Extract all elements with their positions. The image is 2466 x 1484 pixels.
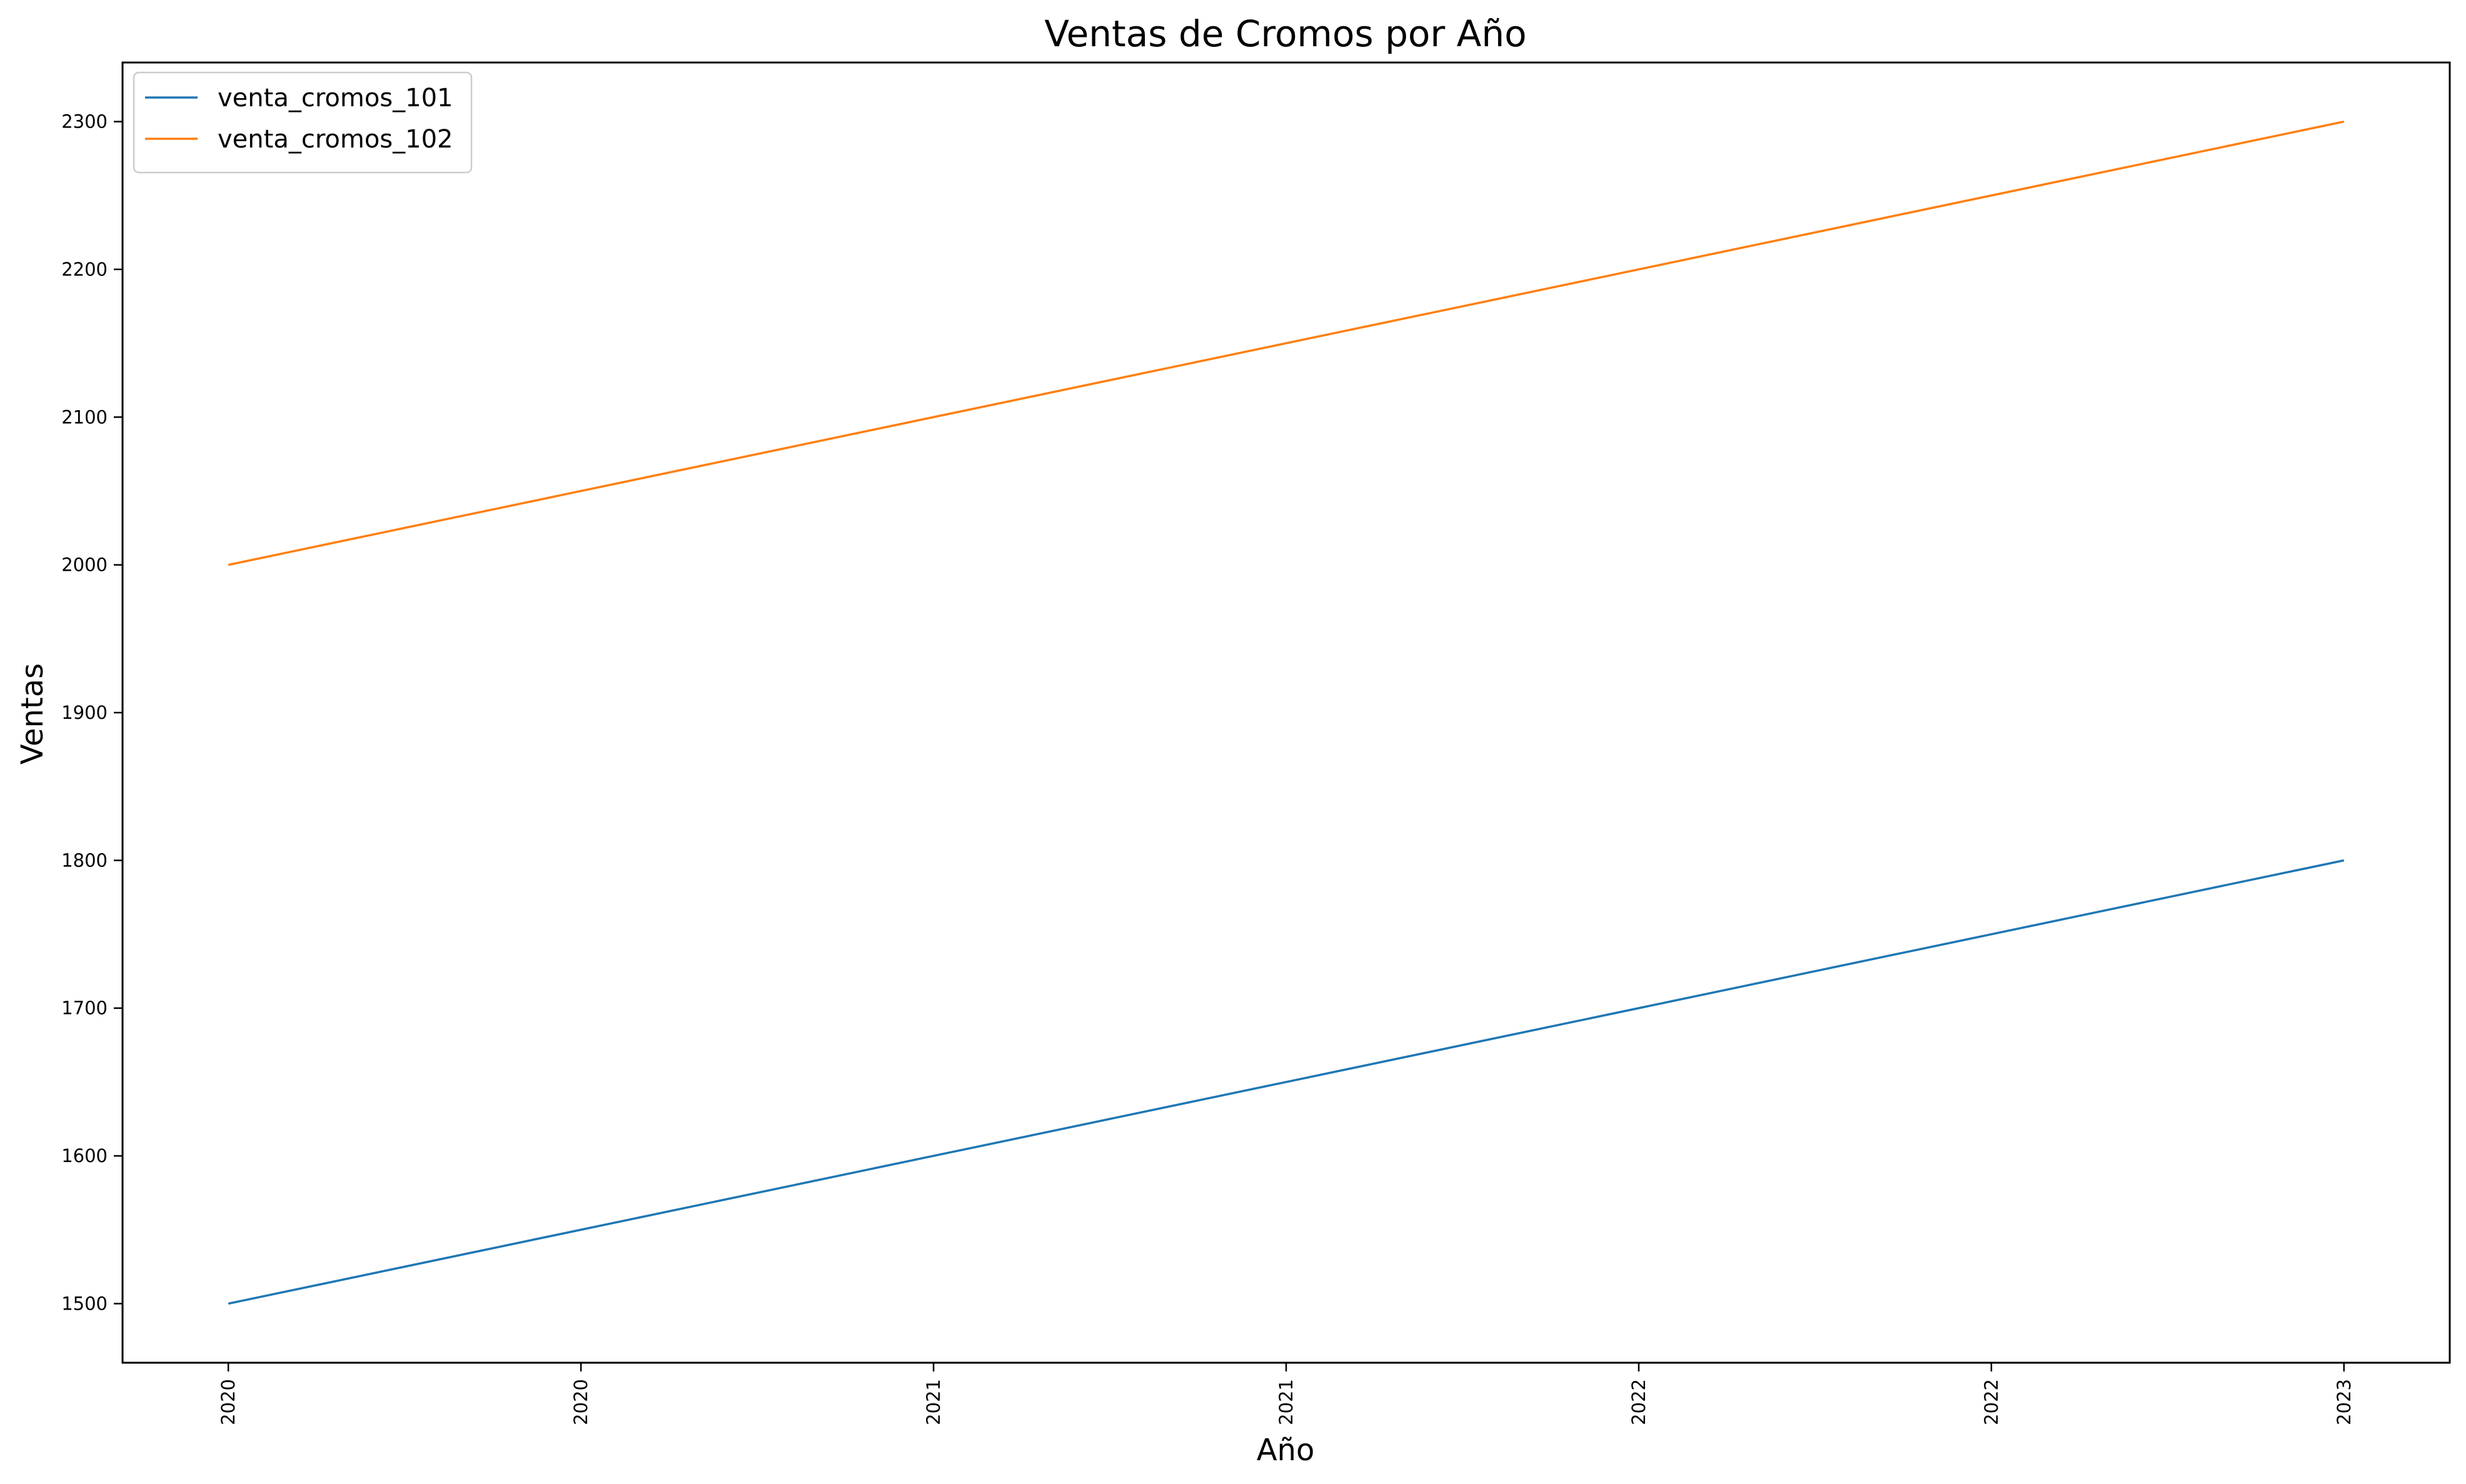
x-tick-label: 2023 [2333, 1379, 2355, 1425]
y-tick-label: 1600 [61, 1145, 108, 1166]
x-tick-label: 2022 [1981, 1379, 2002, 1425]
y-tick-label: 1800 [61, 850, 108, 871]
x-tick-label: 2021 [923, 1379, 944, 1425]
plot-area-frame [121, 61, 2451, 1364]
chart-title: Ventas de Cromos por Año [1044, 13, 1526, 55]
y-axis-label: Ventas [15, 663, 50, 765]
series-line-venta_cromos_102 [228, 120, 2345, 566]
legend: venta_cromos_101 venta_cromos_102 [133, 71, 473, 174]
x-tick-label: 2020 [218, 1379, 239, 1425]
x-tick-label: 2020 [570, 1379, 591, 1425]
x-axis-label: Año [1257, 1433, 1315, 1468]
x-tick-label: 2021 [1276, 1379, 1297, 1425]
y-tick-label: 2000 [61, 554, 108, 576]
series-line-venta_cromos_101 [228, 859, 2345, 1305]
y-tick-label: 1900 [61, 702, 108, 723]
y-tick-label: 1700 [61, 998, 108, 1019]
x-tick-label: 2022 [1628, 1379, 1649, 1425]
y-tick-label: 1500 [61, 1293, 108, 1314]
x-axis-ticks: 2020 2020 2021 2021 2022 2022 2023 [218, 1363, 2355, 1425]
y-axis-ticks: 1500 1600 1700 1800 1900 2000 2100 2200 2300 [61, 111, 123, 1314]
legend-entry-label: venta_cromos_102 [218, 125, 453, 154]
y-tick-label: 2200 [61, 259, 108, 280]
legend-entry-label: venta_cromos_101 [218, 84, 453, 113]
legend-box [133, 71, 473, 174]
y-tick-label: 2100 [61, 406, 108, 428]
y-tick-label: 2300 [61, 111, 108, 133]
series-lines [228, 120, 2345, 1305]
